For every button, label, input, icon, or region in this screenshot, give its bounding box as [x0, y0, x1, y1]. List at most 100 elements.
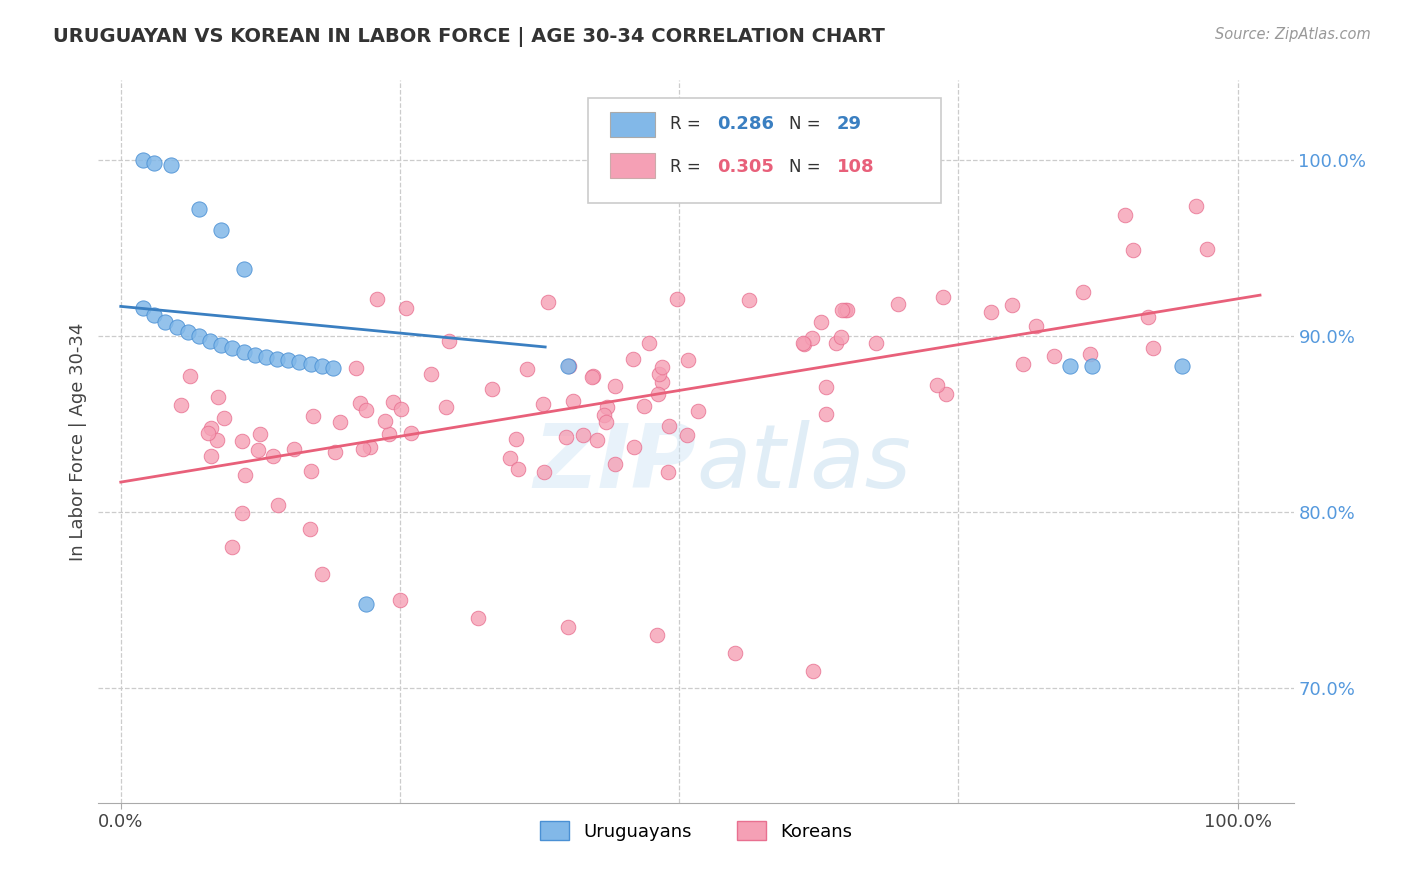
- FancyBboxPatch shape: [589, 98, 941, 203]
- Point: [366, 292, 388, 306]
- Point: [810, 315, 832, 329]
- Point: [399, 425, 422, 440]
- Point: [354, 402, 377, 417]
- Point: [887, 297, 910, 311]
- Point: [382, 395, 405, 409]
- Point: [283, 442, 305, 457]
- Point: [344, 360, 367, 375]
- Point: [647, 387, 669, 401]
- Point: [686, 404, 709, 418]
- Point: [389, 401, 412, 416]
- Point: [143, 156, 166, 170]
- Point: [266, 351, 288, 366]
- Point: [571, 428, 593, 442]
- Point: [166, 320, 188, 334]
- Point: [207, 390, 229, 404]
- Point: [132, 153, 155, 167]
- Y-axis label: In Labor Force | Age 30-34: In Labor Force | Age 30-34: [69, 322, 87, 561]
- Point: [562, 393, 585, 408]
- Point: [925, 378, 948, 392]
- Point: [311, 566, 333, 581]
- Point: [1081, 359, 1104, 373]
- Text: atlas: atlas: [696, 420, 911, 507]
- Point: [657, 465, 679, 479]
- Point: [323, 445, 346, 459]
- Point: [1025, 318, 1047, 333]
- Point: [143, 308, 166, 322]
- Point: [481, 382, 503, 396]
- Text: N =: N =: [789, 158, 821, 176]
- Point: [249, 426, 271, 441]
- Point: [1071, 285, 1094, 299]
- Point: [262, 449, 284, 463]
- Point: [800, 331, 823, 345]
- Point: [676, 428, 699, 442]
- Point: [557, 619, 579, 633]
- Point: [200, 421, 222, 435]
- FancyBboxPatch shape: [610, 153, 655, 178]
- Point: [231, 434, 253, 448]
- Point: [676, 352, 699, 367]
- Point: [243, 348, 266, 362]
- Point: [1171, 359, 1194, 373]
- Point: [586, 433, 609, 447]
- Point: [825, 335, 848, 350]
- Point: [197, 426, 219, 441]
- Text: R =: R =: [669, 115, 700, 133]
- Point: [651, 375, 673, 389]
- Point: [621, 351, 644, 366]
- Point: [623, 441, 645, 455]
- Point: [311, 359, 333, 373]
- Text: N =: N =: [789, 115, 821, 133]
- Point: [738, 293, 761, 308]
- Point: [388, 593, 411, 607]
- Point: [209, 223, 232, 237]
- Point: [831, 303, 853, 318]
- Point: [531, 397, 554, 411]
- Point: [209, 337, 232, 351]
- Point: [299, 522, 322, 536]
- Point: [935, 387, 957, 401]
- Point: [1142, 342, 1164, 356]
- Point: [299, 357, 322, 371]
- Point: [505, 433, 527, 447]
- Point: [467, 611, 489, 625]
- Point: [516, 362, 538, 376]
- Point: [932, 290, 955, 304]
- Point: [177, 326, 200, 340]
- Point: [499, 451, 522, 466]
- Point: [1136, 310, 1159, 325]
- Point: [205, 433, 228, 447]
- Point: [980, 305, 1002, 319]
- Point: [581, 368, 603, 383]
- Point: [724, 646, 747, 660]
- Point: [658, 418, 681, 433]
- Point: [555, 430, 578, 444]
- Text: ZIP: ZIP: [533, 420, 696, 507]
- Point: [665, 293, 688, 307]
- Text: R =: R =: [669, 158, 700, 176]
- Point: [835, 302, 858, 317]
- Point: [187, 202, 209, 216]
- Point: [359, 441, 381, 455]
- Point: [645, 628, 668, 642]
- FancyBboxPatch shape: [610, 112, 655, 136]
- Point: [299, 464, 322, 478]
- Point: [558, 359, 581, 373]
- Point: [834, 303, 856, 318]
- Point: [1114, 208, 1136, 222]
- Point: [557, 359, 579, 373]
- Text: URUGUAYAN VS KOREAN IN LABOR FORCE | AGE 30-34 CORRELATION CHART: URUGUAYAN VS KOREAN IN LABOR FORCE | AGE…: [53, 27, 886, 46]
- Point: [179, 368, 201, 383]
- Point: [170, 398, 193, 412]
- Point: [374, 414, 396, 428]
- Point: [1043, 350, 1066, 364]
- Point: [231, 506, 253, 520]
- Point: [232, 261, 254, 276]
- Point: [596, 400, 619, 414]
- Text: 0.305: 0.305: [717, 158, 775, 176]
- Point: [221, 541, 243, 555]
- Point: [267, 499, 290, 513]
- Point: [356, 597, 378, 611]
- Point: [651, 359, 673, 374]
